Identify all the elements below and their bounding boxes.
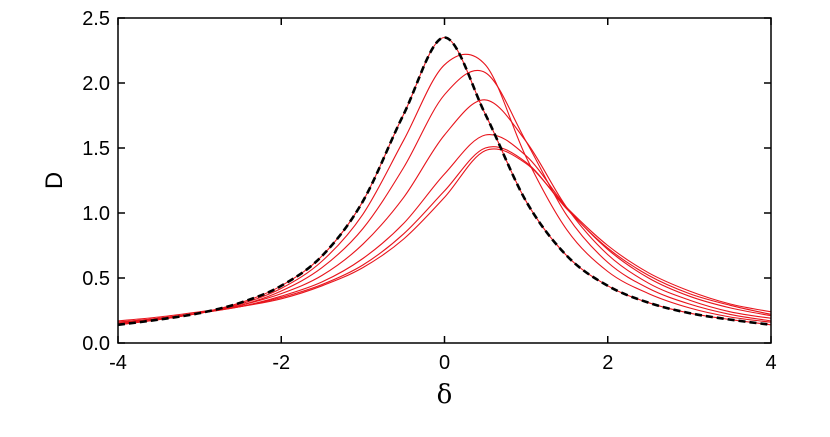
reference-curve-dashed bbox=[118, 36, 771, 327]
x-tick-label: 2 bbox=[602, 352, 613, 374]
x-tick-label: -2 bbox=[272, 352, 290, 374]
y-axis-title: D bbox=[41, 172, 68, 189]
plot-area bbox=[118, 36, 771, 327]
series-line-7 bbox=[118, 148, 771, 322]
y-tick-label: 2.5 bbox=[82, 8, 110, 30]
x-tick-label: 4 bbox=[765, 352, 776, 374]
y-tick-label: 0.5 bbox=[82, 268, 110, 290]
x-tick-label: 0 bbox=[439, 352, 450, 374]
y-tick-label: 2.0 bbox=[82, 73, 110, 95]
y-tick-label: 0.0 bbox=[82, 333, 110, 355]
y-tick-label: 1.0 bbox=[82, 203, 110, 225]
series-line-1 bbox=[118, 36, 771, 326]
x-axis-title: δ bbox=[437, 380, 453, 410]
x-tick-label: -4 bbox=[109, 352, 127, 374]
axes: -4 -2 0 2 4 0.0 0.5 1.0 1.5 2.0 2.5 bbox=[82, 8, 776, 374]
y-tick-label: 1.5 bbox=[82, 138, 110, 160]
series-line-2 bbox=[118, 53, 771, 326]
series-line-6 bbox=[118, 146, 771, 323]
